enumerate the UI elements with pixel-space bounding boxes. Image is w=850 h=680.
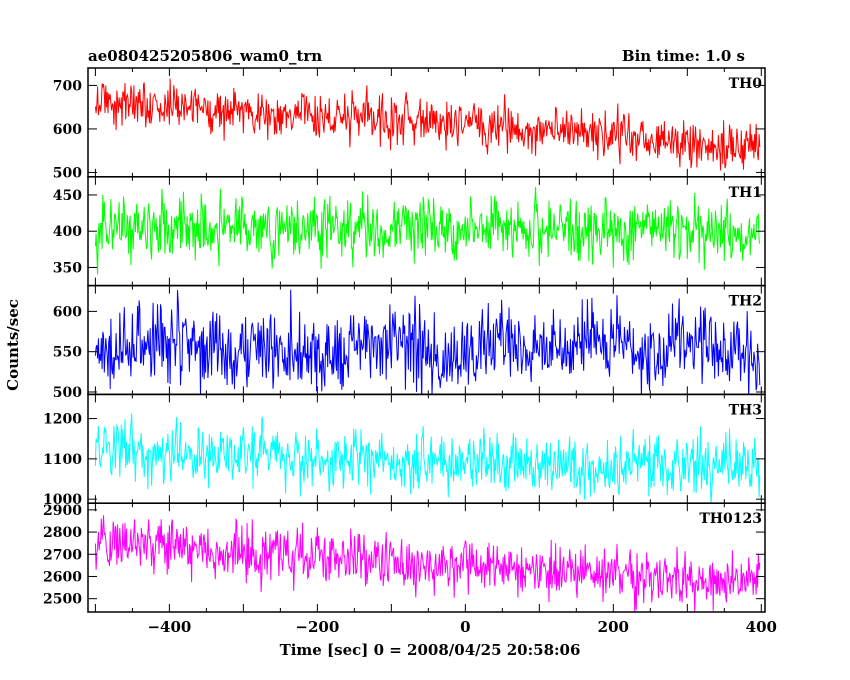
panel-frame xyxy=(87,502,766,613)
panel-label: TH1 xyxy=(729,185,762,201)
panel-label: TH3 xyxy=(729,402,762,418)
panel-label: TH2 xyxy=(729,294,762,310)
x-tick-label: 200 xyxy=(598,618,629,636)
y-tick-label: 1100 xyxy=(43,452,82,468)
x-tick-label: −400 xyxy=(147,618,191,636)
panel-th0: 500 600 700 TH0 xyxy=(53,67,766,181)
y-tick-label: 350 xyxy=(53,260,82,276)
y-tick-label: 500 xyxy=(53,385,82,401)
y-tick-label: 550 xyxy=(53,345,82,361)
y-tick-label: 2600 xyxy=(43,569,82,585)
y-axis-label: Counts/sec xyxy=(4,299,22,391)
series-line-th0 xyxy=(94,78,761,171)
y-tick-label: 2500 xyxy=(43,592,82,608)
series-line-th1 xyxy=(94,186,761,275)
x-tick-label: 400 xyxy=(746,618,777,636)
series-line-th3 xyxy=(94,413,761,504)
chart-title: ae080425205806_wam0_trn xyxy=(88,47,322,65)
panel-label: TH0 xyxy=(729,76,763,92)
series-line-th0123 xyxy=(94,515,761,613)
y-tick-label: 2700 xyxy=(43,547,82,563)
panel-th3: 1000 1100 1200 TH3 xyxy=(43,393,766,508)
y-tick-label: 400 xyxy=(53,224,82,240)
y-tick-label: 600 xyxy=(53,122,82,138)
panel-th2: 500 550 600 TH2 xyxy=(53,284,766,401)
series-line-th2 xyxy=(94,289,761,395)
y-tick-label: 1200 xyxy=(43,412,82,428)
x-tick-label: 0 xyxy=(460,618,470,636)
y-tick-label: 450 xyxy=(53,188,82,204)
panel-th0123: 2500 2600 2700 2800 2900 TH0123 xyxy=(43,502,766,613)
y-tick-label: 2800 xyxy=(43,525,82,541)
y-tick-label: 1000 xyxy=(43,492,82,508)
y-tick-label: 500 xyxy=(53,165,82,181)
bin-time-label: Bin time: 1.0 s xyxy=(622,47,745,65)
y-tick-label: 2900 xyxy=(43,503,82,519)
x-axis-label: Time [sec] 0 = 2008/04/25 20:58:06 xyxy=(280,641,581,659)
panel-label: TH0123 xyxy=(699,511,762,527)
panel-th1: 350 400 450 TH1 xyxy=(53,176,766,287)
x-tick-label: −200 xyxy=(295,618,339,636)
y-tick-label: 700 xyxy=(53,78,82,94)
y-tick-label: 600 xyxy=(53,304,82,320)
panels-group: 500 600 700 TH0 350 400 450 TH1 500 550 600 TH2 1000… xyxy=(43,67,777,636)
